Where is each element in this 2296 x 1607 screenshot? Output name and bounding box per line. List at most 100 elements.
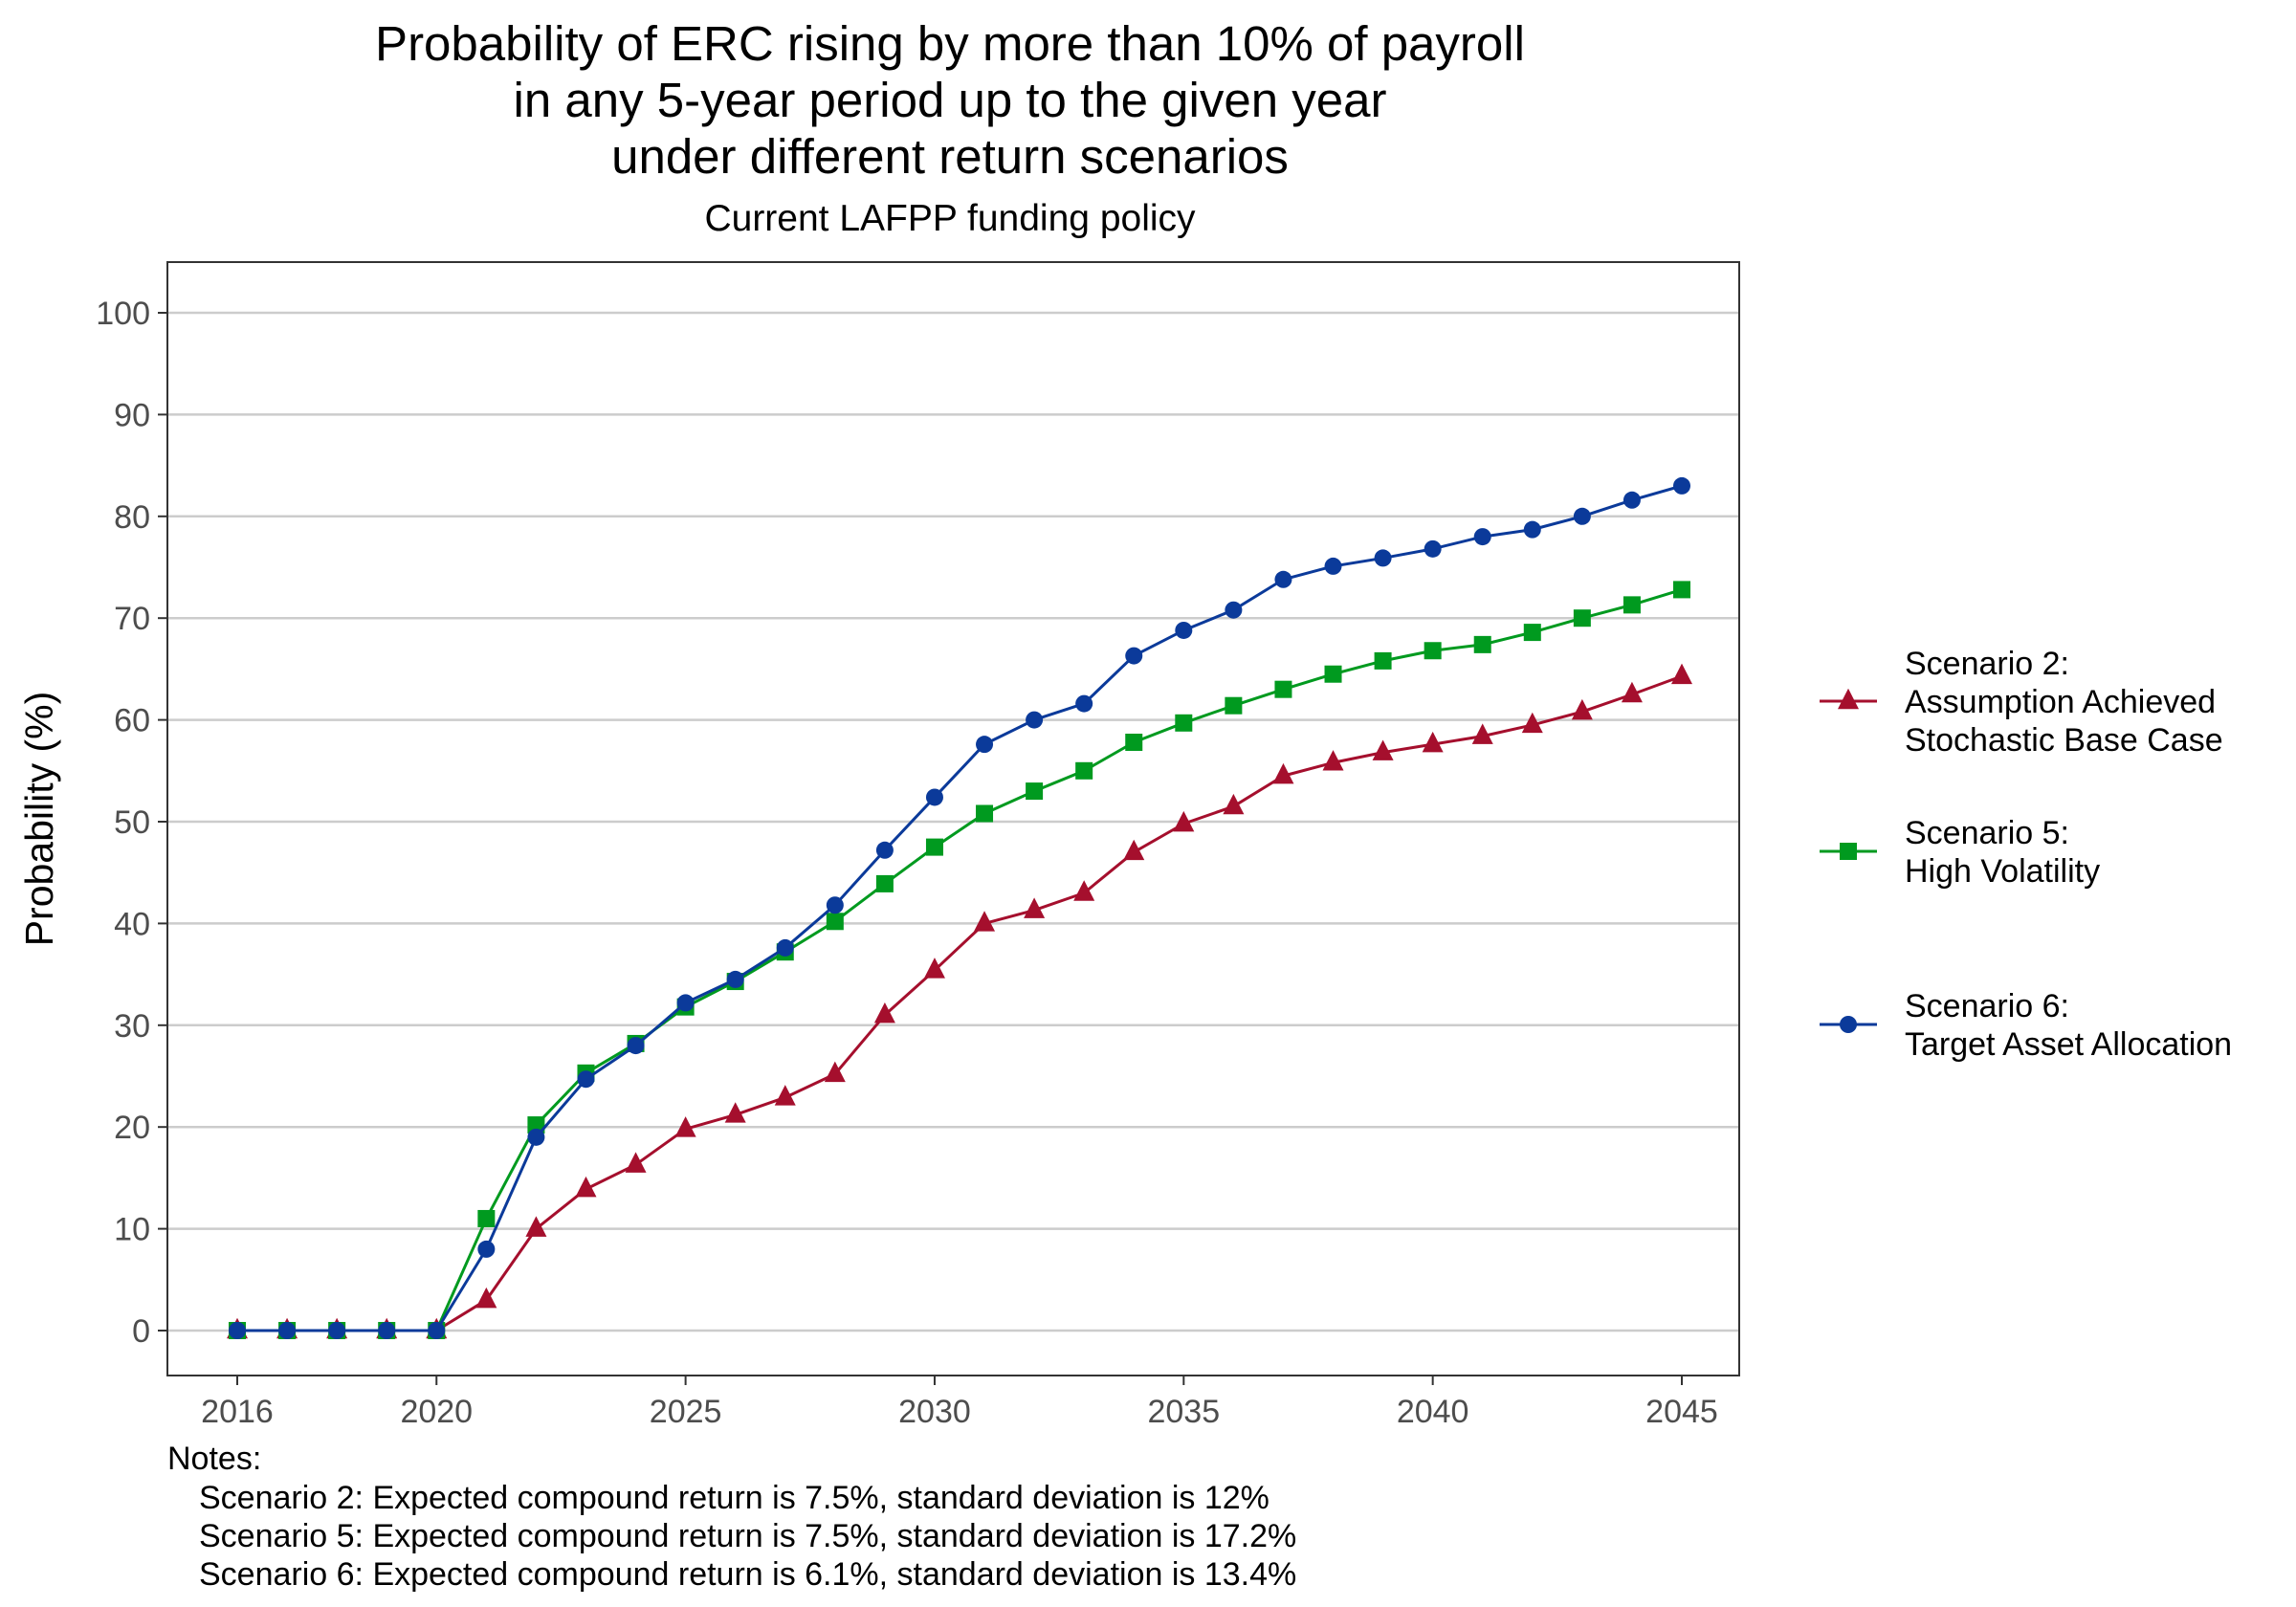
data-point bbox=[1523, 624, 1541, 642]
y-axis-label: Probability (%) bbox=[17, 692, 61, 947]
data-point bbox=[1225, 601, 1243, 619]
y-tick-label: 60 bbox=[114, 703, 150, 739]
data-point bbox=[925, 838, 943, 856]
x-tick-label: 2020 bbox=[400, 1394, 473, 1430]
notes-line-1: Scenario 2: Expected compound return is … bbox=[199, 1480, 1269, 1516]
legend-label: Target Asset Allocation bbox=[1905, 1026, 2232, 1063]
legend-item: Scenario 5:High Volatility bbox=[1820, 815, 2100, 890]
data-point bbox=[824, 1061, 846, 1083]
x-tick-label: 2025 bbox=[650, 1394, 722, 1430]
data-point bbox=[575, 1176, 597, 1198]
data-point bbox=[676, 994, 695, 1012]
x-tick-label: 2035 bbox=[1147, 1394, 1220, 1430]
chart-subtitle: Current LAFPP funding policy bbox=[704, 198, 1196, 239]
data-point bbox=[726, 970, 744, 988]
legend-label: Scenario 5: bbox=[1905, 815, 2069, 851]
legend-label: Scenario 6: bbox=[1905, 988, 2069, 1024]
legend-label: Stochastic Base Case bbox=[1905, 722, 2223, 759]
data-point bbox=[1573, 609, 1591, 627]
chart-title-line-3: under different return scenarios bbox=[611, 129, 1289, 184]
plot-border bbox=[166, 261, 1740, 1376]
data-point bbox=[1075, 761, 1093, 780]
data-point bbox=[1621, 681, 1643, 703]
data-point bbox=[875, 841, 894, 859]
y-tick-label: 10 bbox=[114, 1212, 150, 1248]
data-point bbox=[477, 1209, 496, 1227]
x-tick-label: 2030 bbox=[898, 1394, 971, 1430]
y-tick-label: 80 bbox=[114, 499, 150, 536]
chart-title: Probability of ERC rising by more than 1… bbox=[375, 16, 1525, 184]
data-point bbox=[278, 1322, 297, 1339]
y-tick-label: 100 bbox=[96, 296, 150, 332]
data-point bbox=[1424, 642, 1442, 660]
x-axis: 2016 2020 2025 2030 2035 2040 2045 bbox=[201, 1376, 1718, 1430]
chart-title-line-2: in any 5-year period up to the given yea… bbox=[514, 73, 1387, 127]
data-point bbox=[1372, 739, 1394, 760]
data-point bbox=[475, 1287, 497, 1309]
plot-panel bbox=[167, 262, 1739, 1376]
data-point bbox=[826, 896, 844, 914]
notes: Notes: Scenario 2: Expected compound ret… bbox=[167, 1441, 1296, 1593]
data-point bbox=[1225, 696, 1243, 715]
data-point bbox=[1571, 698, 1593, 720]
y-tick-label: 70 bbox=[114, 601, 150, 637]
grid-lines bbox=[167, 311, 1739, 1332]
data-point bbox=[527, 1116, 545, 1134]
data-point bbox=[1073, 880, 1095, 901]
legend-label: Assumption Achieved bbox=[1905, 684, 2216, 720]
data-point bbox=[724, 1102, 746, 1123]
data-point bbox=[525, 1216, 547, 1237]
y-tick-label: 20 bbox=[114, 1110, 150, 1146]
series-layer bbox=[227, 476, 1692, 1339]
data-point bbox=[1272, 762, 1294, 784]
y-tick-label: 50 bbox=[114, 804, 150, 841]
notes-line-2: Scenario 5: Expected compound return is … bbox=[199, 1518, 1296, 1554]
data-point bbox=[826, 913, 844, 931]
notes-line-3: Scenario 6: Expected compound return is … bbox=[199, 1556, 1296, 1593]
data-point bbox=[1125, 734, 1143, 752]
notes-heading: Notes: bbox=[167, 1441, 261, 1477]
data-point bbox=[627, 1037, 645, 1055]
data-point bbox=[674, 1116, 696, 1137]
data-point bbox=[1671, 663, 1692, 685]
data-point bbox=[577, 1070, 595, 1089]
data-point bbox=[1173, 810, 1195, 832]
data-point bbox=[1322, 750, 1344, 771]
data-point bbox=[229, 1322, 246, 1339]
data-point bbox=[625, 1152, 647, 1173]
data-point bbox=[1374, 651, 1392, 670]
data-point bbox=[1424, 539, 1442, 558]
data-point bbox=[875, 874, 894, 892]
data-point bbox=[1175, 714, 1193, 732]
data-point bbox=[328, 1322, 346, 1339]
data-point bbox=[1324, 665, 1342, 683]
y-axis: 0 10 20 30 40 50 60 70 80 90 100 bbox=[96, 296, 167, 1350]
data-point bbox=[1026, 711, 1044, 729]
data-point bbox=[1125, 647, 1143, 665]
data-point bbox=[1374, 549, 1392, 567]
data-point bbox=[1024, 897, 1046, 918]
data-point bbox=[1274, 570, 1292, 588]
data-point bbox=[1473, 528, 1491, 546]
data-point bbox=[976, 804, 994, 823]
data-point bbox=[1521, 712, 1543, 734]
data-point bbox=[974, 911, 996, 932]
legend-item: Scenario 6:Target Asset Allocation bbox=[1820, 988, 2232, 1063]
data-point bbox=[1324, 557, 1342, 575]
data-point bbox=[923, 958, 945, 979]
x-tick-label: 2040 bbox=[1397, 1394, 1469, 1430]
data-point bbox=[1422, 731, 1444, 753]
data-point bbox=[1673, 581, 1690, 599]
data-point bbox=[1623, 491, 1641, 509]
y-tick-label: 30 bbox=[114, 1008, 150, 1045]
data-point bbox=[873, 1002, 895, 1024]
data-point bbox=[1274, 680, 1292, 698]
data-point bbox=[1175, 621, 1193, 639]
data-point bbox=[774, 1085, 796, 1106]
data-point bbox=[1471, 723, 1493, 744]
legend-item: Scenario 2:Assumption AchievedStochastic… bbox=[1820, 646, 2223, 759]
data-point bbox=[776, 938, 794, 957]
x-tick-label: 2016 bbox=[201, 1394, 274, 1430]
data-point bbox=[1623, 596, 1641, 614]
y-tick-label: 0 bbox=[132, 1313, 150, 1350]
